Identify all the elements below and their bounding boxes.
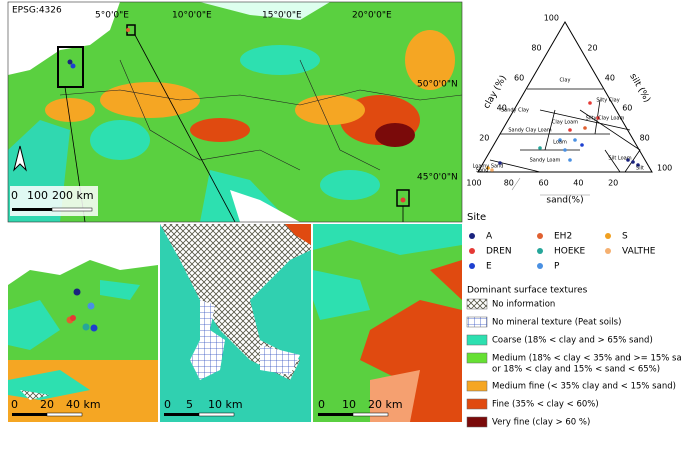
- legend-label: DREN: [486, 247, 512, 257]
- main-map: [8, 2, 462, 222]
- tick-label: 80: [640, 134, 650, 143]
- legend-marker: [537, 263, 543, 269]
- legend-label: No mineral texture (Peat soils): [492, 318, 621, 328]
- tick-label: 20: [479, 134, 489, 143]
- legend-swatch: [466, 416, 488, 428]
- inset-3: [313, 224, 462, 422]
- legend-title: Site: [467, 212, 486, 223]
- scale-label: 5: [186, 398, 193, 411]
- tick-label: 60: [622, 104, 632, 113]
- lon-label: 5°0'0"E: [95, 11, 129, 21]
- class-label: Loam: [553, 140, 567, 146]
- tick-label: 100: [657, 164, 672, 173]
- legend-label: S: [622, 232, 628, 242]
- tick-label: 20: [608, 179, 618, 188]
- legend-label: P: [554, 262, 560, 272]
- class-label: Sandy Clay Loam: [508, 128, 551, 134]
- tick-label: 40: [573, 179, 583, 188]
- legend-swatch: [466, 352, 488, 364]
- class-label: Loamy Sand: [473, 164, 504, 170]
- axis-label: sand(%): [546, 196, 583, 206]
- scale-label: 100: [27, 189, 48, 202]
- tick-label: 40: [605, 74, 615, 83]
- class-label: Clay Loam: [552, 120, 578, 126]
- scale-label: 0: [164, 398, 171, 411]
- legend-marker: [469, 263, 475, 269]
- legend-label: VALTHE: [622, 247, 656, 257]
- tick-label: 80: [504, 179, 514, 188]
- axis-label: silt (%): [627, 72, 651, 104]
- class-label: Sandy Loam: [530, 158, 561, 164]
- legend-label: Medium fine (< 35% clay and < 15% sand): [492, 382, 676, 392]
- scale-label: 40 km: [66, 398, 101, 411]
- scale-label: 10 km: [208, 398, 243, 411]
- ternary-diagram: [477, 21, 653, 173]
- inset-2: [160, 224, 311, 422]
- scale-label: 20: [40, 398, 54, 411]
- lon-label: 15°0'0"E: [262, 11, 302, 21]
- lon-label: 20°0'0"E: [352, 11, 392, 21]
- tick-label: 60: [539, 179, 549, 188]
- scale-label: 200 km: [52, 189, 94, 202]
- scale-label: 20 km: [368, 398, 403, 411]
- class-label: Silty Clay Loam: [586, 116, 625, 122]
- legend-swatch: [466, 298, 488, 310]
- legend-label: E: [486, 262, 492, 272]
- class-label: Sandy Clay: [501, 108, 529, 114]
- tick-label: 60: [514, 74, 524, 83]
- lat-label: 50°0'0"N: [417, 80, 458, 90]
- class-label: Silt: [636, 166, 644, 172]
- legend-marker: [469, 248, 475, 254]
- legend-marker: [537, 248, 543, 254]
- legend-marker: [469, 233, 475, 239]
- class-label: Silty Clay: [596, 98, 619, 104]
- legends: A DREN E EH2 HOEKE P S VALTHE No information No m…: [466, 232, 682, 428]
- legend-label: Very fine (clay > 60 %): [492, 418, 590, 428]
- legend-swatch: [466, 334, 488, 346]
- legend-marker: [605, 248, 611, 254]
- legend-label: Coarse (18% < clay and > 65% sand): [492, 336, 653, 346]
- legend-label: or 18% < clay and 15% < sand < 65%): [492, 365, 660, 375]
- lon-label: 10°0'0"E: [172, 11, 212, 21]
- scale-label: 0: [11, 398, 18, 411]
- class-label: Sand: [476, 168, 489, 174]
- legend-label: A: [486, 232, 493, 242]
- legend-label: EH2: [554, 232, 572, 242]
- legend-swatch: [466, 316, 488, 328]
- class-label: Clay: [560, 78, 571, 84]
- scale-label: 10: [342, 398, 356, 411]
- inset-1: [8, 224, 158, 422]
- class-label: Silt Loam: [608, 156, 631, 162]
- legend-label: Fine (35% < clay < 60%): [492, 400, 599, 410]
- legend-swatch: [466, 398, 488, 410]
- tick-label: 40: [497, 104, 507, 113]
- scale-label: 0: [11, 189, 18, 202]
- scale-label: 0: [318, 398, 325, 411]
- crs-label: EPSG:4326: [12, 6, 62, 16]
- legend-marker: [605, 233, 611, 239]
- legend-swatch: [466, 380, 488, 392]
- legend-label: HOEKE: [554, 247, 585, 257]
- tick-label: 80: [531, 44, 541, 53]
- tick-label: 100: [466, 179, 481, 188]
- legend-marker: [537, 233, 543, 239]
- tick-label: 20: [587, 44, 597, 53]
- legend-label: Medium (18% < clay < 35% and >= 15% sand…: [492, 354, 682, 364]
- legend-title: Dominant surface textures: [467, 286, 588, 296]
- lat-label: 45°0'0"N: [417, 173, 458, 183]
- tick-label: 100: [544, 14, 559, 23]
- legend-label: No information: [492, 300, 555, 310]
